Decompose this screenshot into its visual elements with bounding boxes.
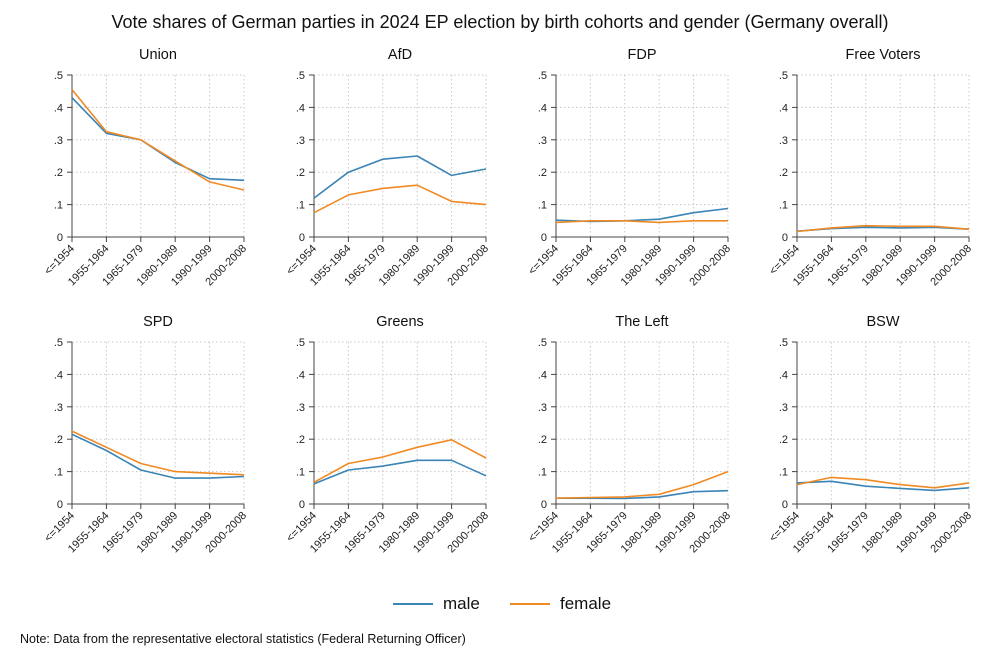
series-line-female-fdp bbox=[555, 220, 728, 224]
y-tick-label: .4 bbox=[54, 369, 63, 381]
x-tick-label: <=1954 bbox=[42, 243, 77, 278]
legend: male female bbox=[0, 592, 1000, 616]
x-tick-label: <=1954 bbox=[526, 243, 561, 278]
y-tick-label: .4 bbox=[779, 369, 788, 381]
legend-label-female: female bbox=[560, 594, 612, 613]
panel-greens: Greens0.1.2.3.4.5<=19541955-19641965-197… bbox=[284, 314, 491, 555]
series-line-male-union bbox=[71, 97, 245, 182]
y-tick-label: .3 bbox=[54, 402, 63, 414]
y-tick-label: 0 bbox=[57, 232, 63, 244]
y-tick-label: .1 bbox=[296, 467, 305, 479]
panel-bsw: BSW0.1.2.3.4.5<=19541955-19641965-197919… bbox=[767, 314, 974, 555]
y-tick-label: .5 bbox=[296, 70, 305, 82]
series-line-male-bsw bbox=[796, 480, 970, 492]
series-line-female-free-voters bbox=[796, 224, 970, 233]
y-tick-label: .5 bbox=[779, 70, 788, 82]
series-line-female-spd bbox=[71, 430, 245, 476]
panel-fdp: FDP0.1.2.3.4.5<=19541955-19641965-197919… bbox=[526, 47, 733, 288]
panel-title-free-voters: Free Voters bbox=[846, 47, 921, 63]
x-tick-label: <=1954 bbox=[767, 510, 802, 545]
y-tick-label: .2 bbox=[296, 434, 305, 446]
y-tick-label: .1 bbox=[538, 467, 547, 479]
y-tick-label: .1 bbox=[54, 200, 63, 212]
y-tick-label: .1 bbox=[54, 467, 63, 479]
panel-spd: SPD0.1.2.3.4.5<=19541955-19641965-197919… bbox=[42, 314, 249, 555]
series-line-male-greens bbox=[313, 459, 487, 485]
series-line-male-afd bbox=[313, 155, 487, 199]
y-tick-label: .3 bbox=[538, 135, 547, 147]
x-tick-label: <=1954 bbox=[42, 510, 77, 545]
y-tick-label: .2 bbox=[538, 434, 547, 446]
y-tick-label: .1 bbox=[779, 467, 788, 479]
y-tick-label: .2 bbox=[779, 167, 788, 179]
legend-label-male: male bbox=[443, 594, 480, 613]
y-tick-label: .3 bbox=[54, 135, 63, 147]
y-tick-label: 0 bbox=[541, 499, 547, 511]
panel-title-the-left: The Left bbox=[615, 314, 668, 330]
y-tick-label: .5 bbox=[538, 337, 547, 349]
y-tick-label: .3 bbox=[296, 135, 305, 147]
y-tick-label: .2 bbox=[779, 434, 788, 446]
panel-title-afd: AfD bbox=[388, 47, 412, 63]
y-tick-label: .4 bbox=[296, 369, 305, 381]
panel-title-spd: SPD bbox=[143, 314, 173, 330]
y-tick-label: .4 bbox=[779, 102, 788, 114]
y-tick-label: .2 bbox=[54, 434, 63, 446]
panel-title-fdp: FDP bbox=[628, 47, 657, 63]
footnote: Note: Data from the representative elect… bbox=[20, 632, 466, 646]
figure-title: Vote shares of German parties in 2024 EP… bbox=[111, 12, 889, 32]
y-tick-label: 0 bbox=[299, 499, 305, 511]
y-tick-label: .4 bbox=[538, 102, 547, 114]
legend-swatch-male bbox=[393, 603, 433, 605]
panel-title-greens: Greens bbox=[376, 314, 424, 330]
y-tick-label: .5 bbox=[54, 337, 63, 349]
y-tick-label: .3 bbox=[779, 135, 788, 147]
panel-title-bsw: BSW bbox=[866, 314, 899, 330]
y-tick-label: 0 bbox=[57, 499, 63, 511]
panel-title-union: Union bbox=[139, 47, 177, 63]
y-tick-label: .3 bbox=[296, 402, 305, 414]
legend-swatch-female bbox=[510, 603, 550, 605]
series-line-female-the-left bbox=[555, 470, 729, 499]
y-tick-label: .3 bbox=[779, 402, 788, 414]
y-tick-label: .5 bbox=[54, 70, 63, 82]
y-tick-label: .2 bbox=[538, 167, 547, 179]
x-tick-label: <=1954 bbox=[284, 243, 319, 278]
y-tick-label: .3 bbox=[538, 402, 547, 414]
y-tick-label: .4 bbox=[54, 102, 63, 114]
y-tick-label: .1 bbox=[296, 200, 305, 212]
x-tick-label: <=1954 bbox=[767, 243, 802, 278]
y-tick-label: 0 bbox=[299, 232, 305, 244]
x-tick-label: <=1954 bbox=[526, 510, 561, 545]
series-line-male-spd bbox=[71, 433, 245, 479]
panel-union: Union0.1.2.3.4.5<=19541955-19641965-1979… bbox=[42, 47, 249, 288]
panel-afd: AfD0.1.2.3.4.5<=19541955-19641965-197919… bbox=[284, 47, 491, 288]
y-tick-label: .2 bbox=[54, 167, 63, 179]
y-tick-label: .1 bbox=[538, 200, 547, 212]
y-tick-label: .4 bbox=[296, 102, 305, 114]
series-line-female-greens bbox=[313, 438, 487, 484]
panel-the-left: The Left0.1.2.3.4.5<=19541955-19641965-1… bbox=[526, 314, 733, 555]
y-tick-label: .1 bbox=[779, 200, 788, 212]
x-tick-label: <=1954 bbox=[284, 510, 319, 545]
y-tick-label: 0 bbox=[541, 232, 547, 244]
series-line-female-union bbox=[71, 89, 245, 191]
y-tick-label: .5 bbox=[779, 337, 788, 349]
y-tick-label: .2 bbox=[296, 167, 305, 179]
series-line-male-fdp bbox=[555, 207, 729, 223]
y-tick-label: 0 bbox=[782, 232, 788, 244]
series-line-female-afd bbox=[313, 184, 487, 214]
series-line-female-bsw bbox=[796, 476, 970, 489]
y-tick-label: 0 bbox=[782, 499, 788, 511]
panel-free-voters: Free Voters0.1.2.3.4.5<=19541955-1964196… bbox=[767, 47, 974, 288]
y-tick-label: .5 bbox=[296, 337, 305, 349]
y-tick-label: .4 bbox=[538, 369, 547, 381]
y-tick-label: .5 bbox=[538, 70, 547, 82]
